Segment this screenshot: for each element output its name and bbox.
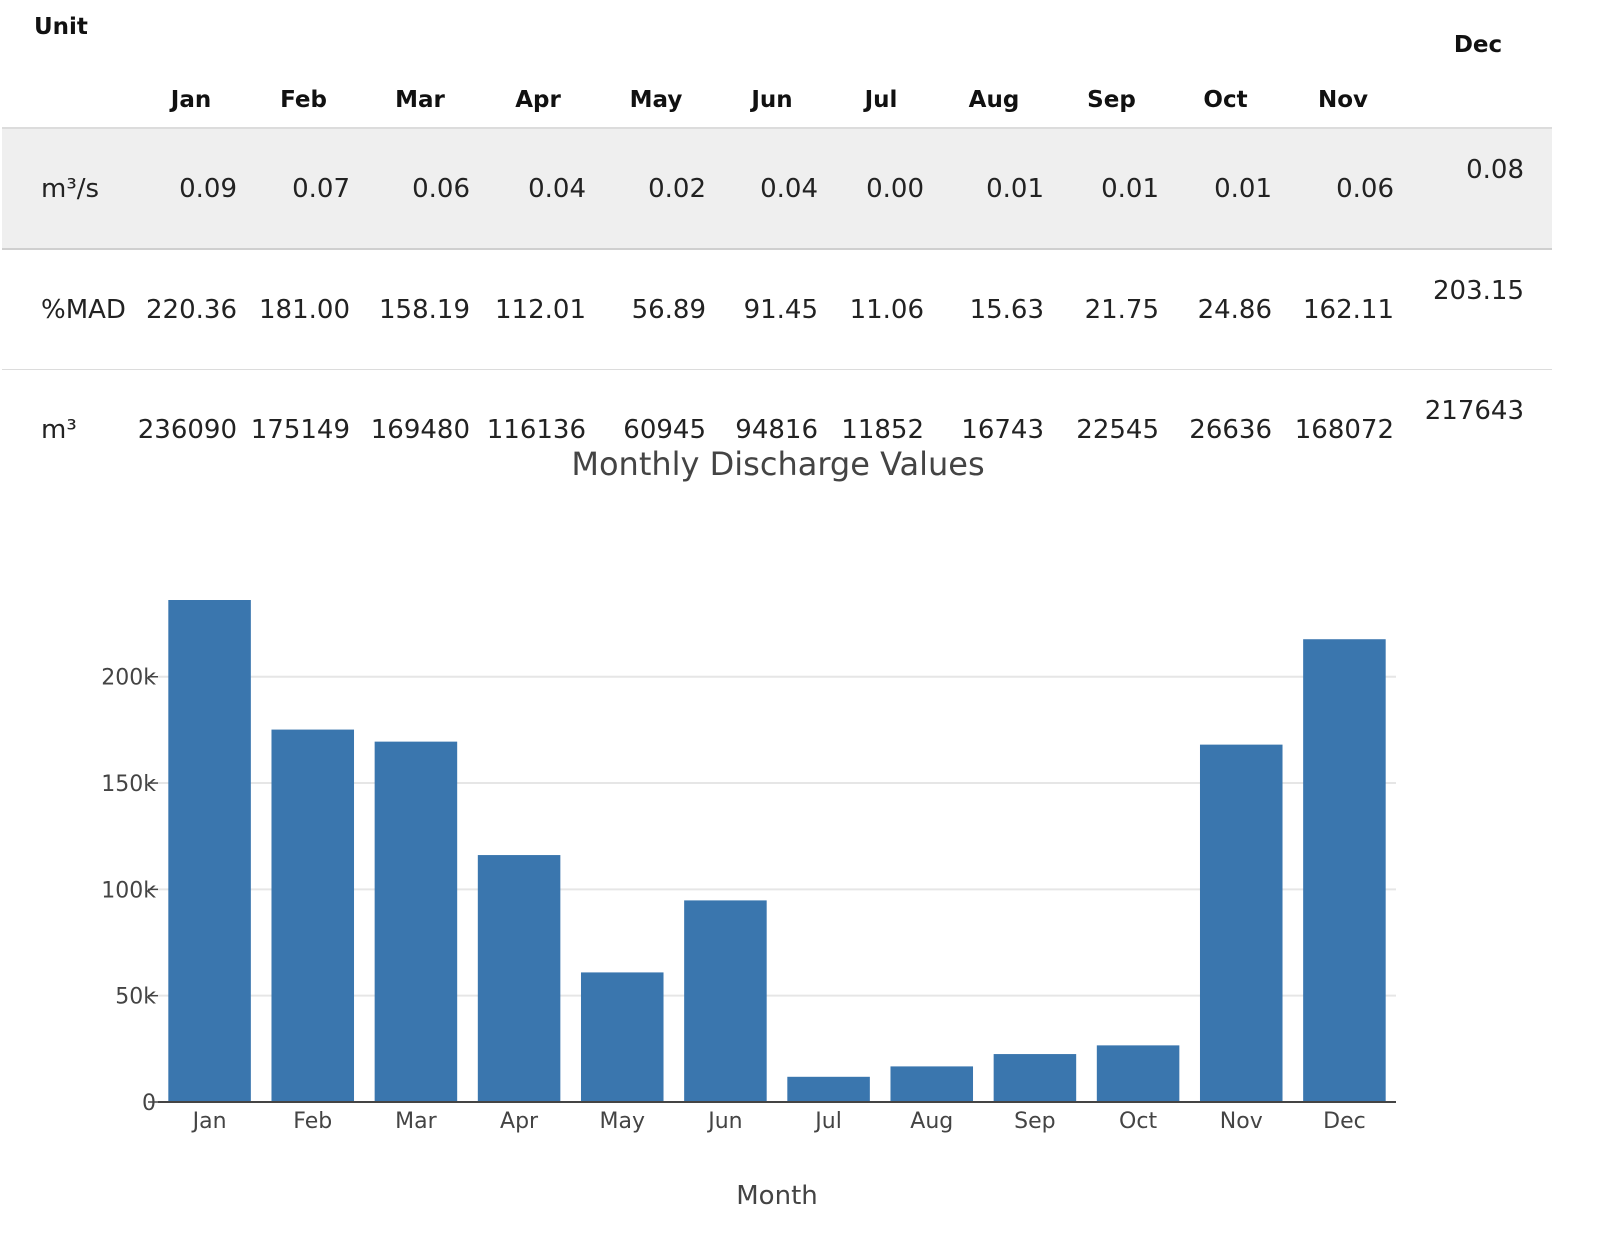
x-tick-label: Nov [1220,1109,1263,1134]
unit-cell: m³/s [2,128,135,250]
y-tick-label: 150k [101,772,156,797]
bar-nov[interactable] [1199,744,1283,1102]
unit-column-header: Unit [2,0,135,129]
chart-title: Monthly Discharge Values [571,445,984,483]
x-tick-label: Sep [1014,1109,1055,1134]
month-header: Mar [360,0,480,129]
bar-jun[interactable] [684,900,767,1102]
bar-mar[interactable] [374,741,458,1102]
value-cell: 56.89 [596,249,716,370]
y-tick-label: 200k [101,666,156,691]
table-row: m³ 236090 175149 169480 116136 60945 94816 1185… [2,370,1552,490]
unit-cell: %MAD [2,249,135,370]
value-cell: 0.06 [1282,128,1404,250]
x-tick-label: Aug [910,1109,953,1134]
value-cell: 220.36 [135,249,247,370]
month-header: Nov [1282,0,1404,129]
value-cell: 203.15 [1404,249,1552,370]
x-tick-label: Feb [293,1109,332,1134]
x-tick-label: Mar [395,1109,437,1134]
month-header: Sep [1054,0,1169,129]
month-header: Oct [1169,0,1282,129]
bars [168,600,1386,1102]
month-header: Apr [480,0,596,129]
value-cell: 0.01 [1054,128,1169,250]
value-cell: 15.63 [934,249,1054,370]
value-cell: 217643 [1424,396,1524,426]
month-header: Dec [1404,0,1552,129]
value-cell: 0.04 [480,128,596,250]
value-cell: 169480 [370,414,470,445]
x-tick-label: Apr [500,1109,539,1134]
value-cell: 0.08 [1404,128,1552,250]
unit-cell: m³ [41,414,77,445]
value-cell: 0.09 [135,128,247,250]
table-header-row: Unit Jan Feb Mar Apr May Jun Jul Aug Sep… [2,0,1552,129]
value-cell: 60945 [623,414,706,445]
value-cell: 26636 [1189,414,1272,445]
table-row: m³/s 0.09 0.07 0.06 0.04 0.02 0.04 0.00 0.01 0.01… [2,128,1552,250]
y-tick-label: 100k [101,878,156,903]
x-tick-label: Dec [1323,1109,1366,1134]
bar-apr[interactable] [477,855,561,1102]
x-tick-label: Oct [1119,1109,1157,1134]
value-cell: 0.04 [716,128,828,250]
value-cell: 0.02 [596,128,716,250]
value-cell: 181.00 [247,249,360,370]
bar-dec[interactable] [1303,639,1386,1102]
x-tick-label: Jan [191,1109,227,1134]
bar-aug[interactable] [890,1066,974,1102]
value-cell: 94816 [735,414,818,445]
month-header: Aug [934,0,1054,129]
value-cell: 116136 [486,414,586,445]
value-cell: 16743 [961,414,1044,445]
y-tick-label: 50k [115,985,156,1010]
bar-feb[interactable] [271,729,355,1102]
value-cell: 158.19 [360,249,480,370]
value-cell: 175149 [250,414,350,445]
value-cell: 91.45 [716,249,828,370]
x-tick-label: May [600,1109,645,1134]
value-cell: 24.86 [1169,249,1282,370]
bar-sep[interactable] [993,1054,1077,1102]
bar-jul[interactable] [787,1076,870,1102]
value-cell: 22545 [1076,414,1159,445]
value-cell: 11.06 [828,249,934,370]
monthly-discharge-table: Unit Jan Feb Mar Apr May Jun Jul Aug Sep… [2,0,1552,489]
value-cell: 21.75 [1054,249,1169,370]
bar-oct[interactable] [1096,1045,1180,1102]
value-cell: 112.01 [480,249,596,370]
value-cell: 162.11 [1282,249,1404,370]
value-cell: 168072 [1294,414,1394,445]
value-cell: 0.00 [828,128,934,250]
monthly-discharge-chart: Monthly Discharge Values 0 50k 100k 150k 200… [101,445,1396,1211]
value-cell: 0.07 [247,128,360,250]
month-header: Feb [247,0,360,129]
value-cell: 0.06 [360,128,480,250]
value-cell: 236090 [137,414,237,445]
y-axis-ticks: 0 50k 100k 150k 200k [101,666,158,1116]
bar-jan[interactable] [168,600,251,1102]
month-header: May [596,0,716,129]
month-header: Jul [828,0,934,129]
bar-may[interactable] [580,972,664,1102]
month-header: Jun [716,0,828,129]
x-tick-label: Jun [706,1109,742,1134]
gridlines [158,675,1396,997]
x-axis-label: Month [736,1181,818,1211]
month-header: Jan [135,0,247,129]
table-row: %MAD 220.36 181.00 158.19 112.01 56.89 91.45 11… [2,249,1552,370]
value-cell: 0.01 [934,128,1054,250]
x-tick-label: Jul [813,1109,842,1134]
x-axis-ticks: Jan Feb Mar Apr May Jun Jul Aug Sep Oct Nov Dec [191,1109,1366,1134]
y-tick-label: 0 [142,1091,156,1116]
value-cell: 0.01 [1169,128,1282,250]
value-cell: 11852 [841,414,924,445]
